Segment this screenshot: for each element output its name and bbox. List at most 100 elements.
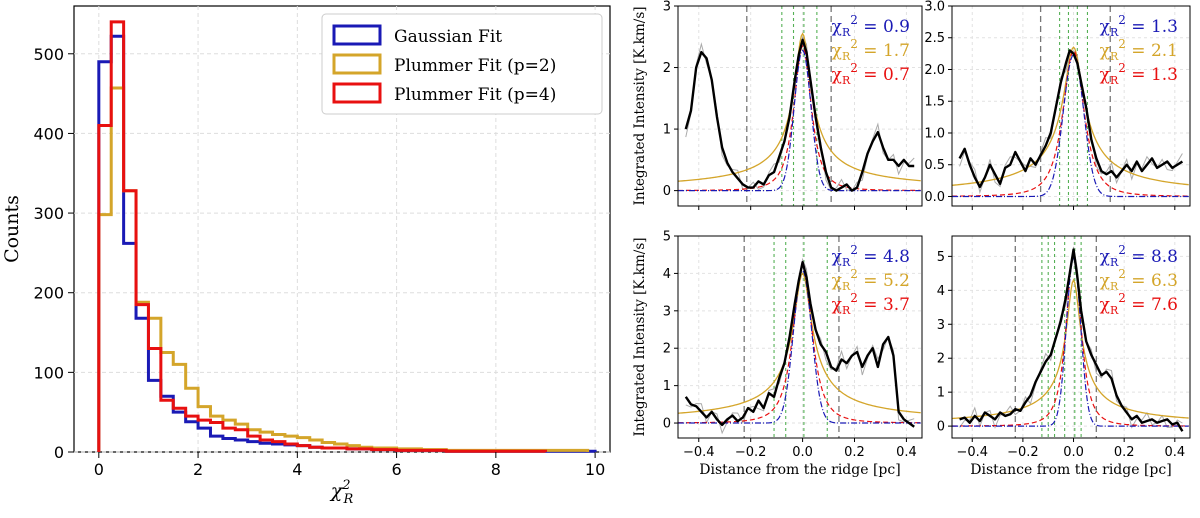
legend-swatch-0 xyxy=(332,24,382,46)
hist-series xyxy=(97,20,597,453)
plummer2-fit-curve xyxy=(952,46,1189,186)
hist-step-1 xyxy=(97,86,590,452)
chi-annotation-0: χR2 = 8.8 xyxy=(1100,243,1178,269)
chi-annotation-0: χR2 = 1.3 xyxy=(1100,13,1178,39)
hist-xtick-label: 4 xyxy=(292,460,302,479)
panel-xlabel: Distance from the ridge [pc] xyxy=(970,462,1171,478)
panel-ytick-label: 2 xyxy=(663,61,671,76)
chi-annotation-1: χR2 = 6.3 xyxy=(1100,267,1178,293)
plummer2-fit-curve xyxy=(952,278,1189,420)
panel-xtick-label: 0.2 xyxy=(1114,445,1135,460)
panel-plot-area xyxy=(952,6,1189,206)
hist-xtick-label: 2 xyxy=(193,460,203,479)
panel-xtick-label: 0.4 xyxy=(896,445,917,460)
panel-frame xyxy=(677,235,923,439)
chi-annotation-1: χR2 = 1.7 xyxy=(832,37,910,63)
panel-ytick-label: 1 xyxy=(663,123,671,138)
gaussian-fit-curve xyxy=(952,256,1189,427)
hist-ytick-label: 500 xyxy=(33,45,64,64)
panel-xtick-label: −0.4 xyxy=(683,445,715,460)
panel-ytick-label: 3 xyxy=(937,318,945,333)
profile-panel-0: 0 1 2 3 Integrated Intensity [K.km/s] χR2 = 0… xyxy=(632,0,923,210)
hist-xtick-label: 10 xyxy=(585,460,605,479)
hist-legend: Gaussian Fit Plummer Fit (p=2) Plummer Fit… xyxy=(321,13,603,115)
panel-plot-area xyxy=(678,6,921,206)
hist-xtick-label: 0 xyxy=(94,460,104,479)
legend-frame xyxy=(321,13,603,115)
panel-ytick-label: 0 xyxy=(663,184,671,199)
panel-ytick-label: 4 xyxy=(663,267,671,282)
profile-panels: 0 1 2 3 Integrated Intensity [K.km/s] χR2 = 0… xyxy=(632,0,1191,478)
plummer2-fit-curve xyxy=(678,272,921,414)
hist-ytick-label: 400 xyxy=(33,124,64,143)
panel-ytick-label: 1 xyxy=(663,379,671,394)
chi-annotation-0: χR2 = 4.8 xyxy=(832,243,910,269)
panel-ytick-label: 5 xyxy=(937,250,945,265)
chi-annotation-2: χR2 = 7.6 xyxy=(1100,291,1178,317)
legend-label-2: Plummer Fit (p=4) xyxy=(394,85,556,105)
panel-xtick-label: 0.2 xyxy=(844,445,865,460)
hist-ylabel: Counts xyxy=(1,195,23,263)
panel-ytick-label: 4 xyxy=(937,284,945,299)
plummer2-fit-curve xyxy=(678,32,921,182)
hist-ytick-label: 300 xyxy=(33,204,64,223)
panel-xlabel: Distance from the ridge [pc] xyxy=(699,462,900,478)
panel-ytick-label: 3 xyxy=(663,0,671,15)
panel-ytick-label: 0 xyxy=(937,420,945,435)
panel-ytick-label: 5 xyxy=(663,230,671,245)
panel-ytick-label: 3 xyxy=(663,304,671,319)
panel-ytick-label: 0.0 xyxy=(924,190,945,205)
chi-annotation-0: χR2 = 0.9 xyxy=(832,13,910,39)
panel-xtick-label: −0.4 xyxy=(956,445,988,460)
hist-step-2 xyxy=(97,20,547,453)
hist-ytick-label: 0 xyxy=(54,443,64,462)
mean-profile xyxy=(959,248,1184,432)
legend-swatch-2 xyxy=(332,82,382,104)
panel-ytick-label: 2.5 xyxy=(924,31,945,46)
panel-xtick-label: 0.0 xyxy=(1063,445,1084,460)
chi-annotation-1: χR2 = 5.2 xyxy=(832,267,910,293)
legend-label-1: Plummer Fit (p=2) xyxy=(394,56,556,76)
panel-xtick-label: 0.0 xyxy=(792,445,813,460)
chi-annotation-1: χR2 = 2.1 xyxy=(1100,37,1178,63)
hist-xtick-label: 8 xyxy=(491,460,501,479)
panel-xtick-label: −0.2 xyxy=(1007,445,1039,460)
panel-frame xyxy=(951,235,1191,439)
panel-ytick-label: 0 xyxy=(663,417,671,432)
panel-ytick-label: 2 xyxy=(663,342,671,357)
profile-panel-3: 0 1 2 3 4 5 −0.4 −0.2 0.0 0.2 0.4 Distance from the… xyxy=(937,235,1191,478)
chi-annotation-2: χR2 = 3.7 xyxy=(832,291,910,317)
chi-annotation-2: χR2 = 1.3 xyxy=(1100,61,1178,87)
panel-plot-area xyxy=(952,236,1189,438)
hist-ytick-label: 200 xyxy=(33,284,64,303)
panel-ytick-label: 0.5 xyxy=(924,158,945,173)
panel-frame xyxy=(951,5,1191,207)
panel-ytick-label: 1 xyxy=(937,386,945,401)
gaussian-fit-curve xyxy=(678,49,921,192)
panel-frame xyxy=(677,5,923,207)
legend-label-0: Gaussian Fit xyxy=(394,27,502,47)
panel-xtick-label: 0.4 xyxy=(1164,445,1185,460)
hist-xtick-label: 6 xyxy=(391,460,401,479)
panel-ytick-label: 3.0 xyxy=(924,0,945,15)
mean-profile xyxy=(684,260,915,428)
panel-ytick-label: 2.0 xyxy=(924,63,945,78)
chi-annotation-2: χR2 = 0.7 xyxy=(832,61,910,87)
panel-plot-area xyxy=(678,236,921,438)
panel-ylabel: Integrated Intensity [K.km/s] xyxy=(632,6,648,205)
panel-ylabel: Integrated Intensity [K.km/s] xyxy=(632,237,648,436)
mean-profile xyxy=(958,49,1184,189)
panel-ytick-label: 1.5 xyxy=(924,95,945,110)
panel-xtick-label: −0.2 xyxy=(735,445,767,460)
legend-swatch-1 xyxy=(332,53,382,75)
panel-ytick-label: 1.0 xyxy=(924,126,945,141)
hist-ytick-label: 100 xyxy=(33,363,64,382)
hist-xlabel: χ2 R xyxy=(329,478,354,507)
profile-panel-2: 0 1 2 3 4 5 −0.4 −0.2 0.0 0.2 0.4 Integrated Intens… xyxy=(632,230,923,478)
panel-ytick-label: 2 xyxy=(937,352,945,367)
plummer4-fit-curve xyxy=(678,44,921,192)
